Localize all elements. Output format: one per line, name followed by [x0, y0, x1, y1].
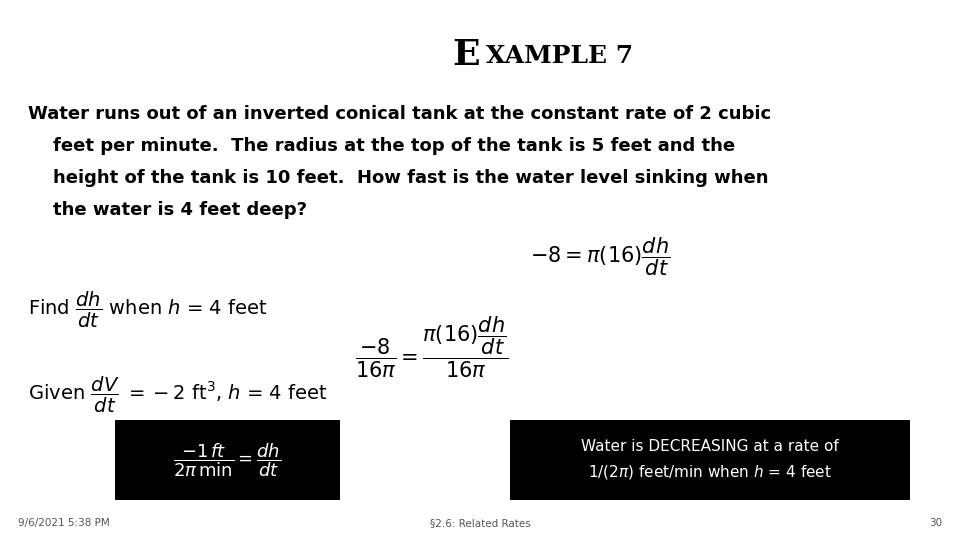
Text: E: E — [452, 38, 480, 72]
Text: $\dfrac{-8}{16\pi} = \dfrac{\pi\left(16\right)\dfrac{dh}{dt}}{16\pi}$: $\dfrac{-8}{16\pi} = \dfrac{\pi\left(16\… — [355, 315, 509, 380]
Text: 30: 30 — [929, 518, 942, 528]
Text: XAMPLE 7: XAMPLE 7 — [486, 44, 634, 68]
Text: Water is DECREASING at a rate of
$1/(2\pi)$ feet/min when $h$ = 4 feet: Water is DECREASING at a rate of $1/(2\p… — [581, 440, 839, 481]
Text: Given $\dfrac{dV}{dt}$ $= -2$ ft$^3$, $h$ = 4 feet: Given $\dfrac{dV}{dt}$ $= -2$ ft$^3$, $h… — [28, 375, 327, 415]
Text: height of the tank is 10 feet.  How fast is the water level sinking when: height of the tank is 10 feet. How fast … — [28, 169, 769, 187]
Text: $-8 = \pi\left(16\right)\dfrac{dh}{dt}$: $-8 = \pi\left(16\right)\dfrac{dh}{dt}$ — [530, 235, 670, 278]
Text: the water is 4 feet deep?: the water is 4 feet deep? — [28, 201, 307, 219]
Text: Find $\dfrac{dh}{dt}$ when $h$ = 4 feet: Find $\dfrac{dh}{dt}$ when $h$ = 4 feet — [28, 290, 268, 330]
Text: $\dfrac{-1\,ft}{2\pi\,\mathrm{min}} = \dfrac{dh}{dt}$: $\dfrac{-1\,ft}{2\pi\,\mathrm{min}} = \d… — [174, 441, 281, 479]
Text: Water runs out of an inverted conical tank at the constant rate of 2 cubic: Water runs out of an inverted conical ta… — [28, 105, 771, 123]
Text: 9/6/2021 5:38 PM: 9/6/2021 5:38 PM — [18, 518, 109, 528]
Bar — [510, 420, 910, 500]
Bar — [115, 420, 340, 500]
Text: feet per minute.  The radius at the top of the tank is 5 feet and the: feet per minute. The radius at the top o… — [28, 137, 735, 155]
Text: §2.6: Related Rates: §2.6: Related Rates — [430, 518, 530, 528]
